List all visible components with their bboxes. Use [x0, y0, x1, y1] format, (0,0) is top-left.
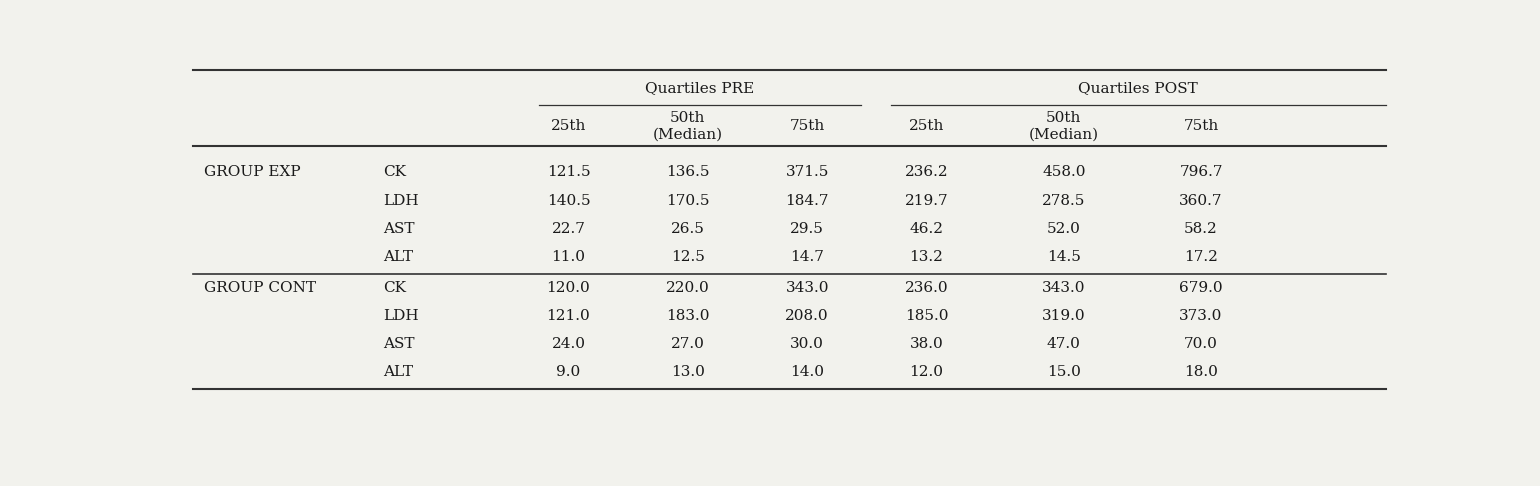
- Text: 14.5: 14.5: [1047, 250, 1081, 264]
- Text: 343.0: 343.0: [1043, 281, 1086, 295]
- Text: 12.0: 12.0: [910, 365, 944, 380]
- Text: CK: CK: [383, 165, 407, 179]
- Text: 25th: 25th: [909, 120, 944, 133]
- Text: 46.2: 46.2: [910, 222, 944, 236]
- Text: 121.0: 121.0: [547, 309, 590, 323]
- Text: 26.5: 26.5: [671, 222, 705, 236]
- Text: 13.0: 13.0: [671, 365, 705, 380]
- Text: 343.0: 343.0: [785, 281, 829, 295]
- Text: LDH: LDH: [383, 309, 419, 323]
- Text: 29.5: 29.5: [790, 222, 824, 236]
- Text: 220.0: 220.0: [665, 281, 710, 295]
- Text: 12.5: 12.5: [671, 250, 705, 264]
- Text: 360.7: 360.7: [1180, 193, 1223, 208]
- Text: 9.0: 9.0: [556, 365, 581, 380]
- Text: 120.0: 120.0: [547, 281, 590, 295]
- Text: CK: CK: [383, 281, 407, 295]
- Text: GROUP CONT: GROUP CONT: [205, 281, 316, 295]
- Text: 30.0: 30.0: [790, 337, 824, 351]
- Text: 75th: 75th: [790, 120, 825, 133]
- Text: 373.0: 373.0: [1180, 309, 1223, 323]
- Text: 17.2: 17.2: [1184, 250, 1218, 264]
- Text: 236.2: 236.2: [904, 165, 949, 179]
- Text: 50th
(Median): 50th (Median): [1029, 111, 1100, 141]
- Text: 183.0: 183.0: [667, 309, 710, 323]
- Text: 236.0: 236.0: [904, 281, 949, 295]
- Text: LDH: LDH: [383, 193, 419, 208]
- Text: 14.7: 14.7: [790, 250, 824, 264]
- Text: 371.5: 371.5: [785, 165, 829, 179]
- Text: 796.7: 796.7: [1180, 165, 1223, 179]
- Text: 75th: 75th: [1183, 120, 1218, 133]
- Text: 184.7: 184.7: [785, 193, 829, 208]
- Text: 278.5: 278.5: [1043, 193, 1086, 208]
- Text: 70.0: 70.0: [1184, 337, 1218, 351]
- Text: 27.0: 27.0: [671, 337, 705, 351]
- Text: 458.0: 458.0: [1043, 165, 1086, 179]
- Text: Quartiles POST: Quartiles POST: [1078, 81, 1198, 95]
- Text: 679.0: 679.0: [1180, 281, 1223, 295]
- Text: 11.0: 11.0: [551, 250, 585, 264]
- Text: AST: AST: [383, 222, 414, 236]
- Text: 219.7: 219.7: [904, 193, 949, 208]
- Text: AST: AST: [383, 337, 414, 351]
- Text: 170.5: 170.5: [667, 193, 710, 208]
- Text: 58.2: 58.2: [1184, 222, 1218, 236]
- Text: 14.0: 14.0: [790, 365, 824, 380]
- Text: 208.0: 208.0: [785, 309, 829, 323]
- Text: 121.5: 121.5: [547, 165, 590, 179]
- Text: 52.0: 52.0: [1047, 222, 1081, 236]
- Text: Quartiles PRE: Quartiles PRE: [645, 81, 755, 95]
- Text: 140.5: 140.5: [547, 193, 590, 208]
- Text: 13.2: 13.2: [910, 250, 944, 264]
- Text: 136.5: 136.5: [667, 165, 710, 179]
- Text: 50th
(Median): 50th (Median): [653, 111, 722, 141]
- Text: 15.0: 15.0: [1047, 365, 1081, 380]
- Text: ALT: ALT: [383, 250, 413, 264]
- Text: 25th: 25th: [551, 120, 587, 133]
- Text: 38.0: 38.0: [910, 337, 944, 351]
- Text: ALT: ALT: [383, 365, 413, 380]
- Text: 319.0: 319.0: [1043, 309, 1086, 323]
- Text: GROUP EXP: GROUP EXP: [205, 165, 300, 179]
- Text: 47.0: 47.0: [1047, 337, 1081, 351]
- Text: 22.7: 22.7: [551, 222, 585, 236]
- Text: 18.0: 18.0: [1184, 365, 1218, 380]
- Text: 185.0: 185.0: [906, 309, 949, 323]
- Text: 24.0: 24.0: [551, 337, 585, 351]
